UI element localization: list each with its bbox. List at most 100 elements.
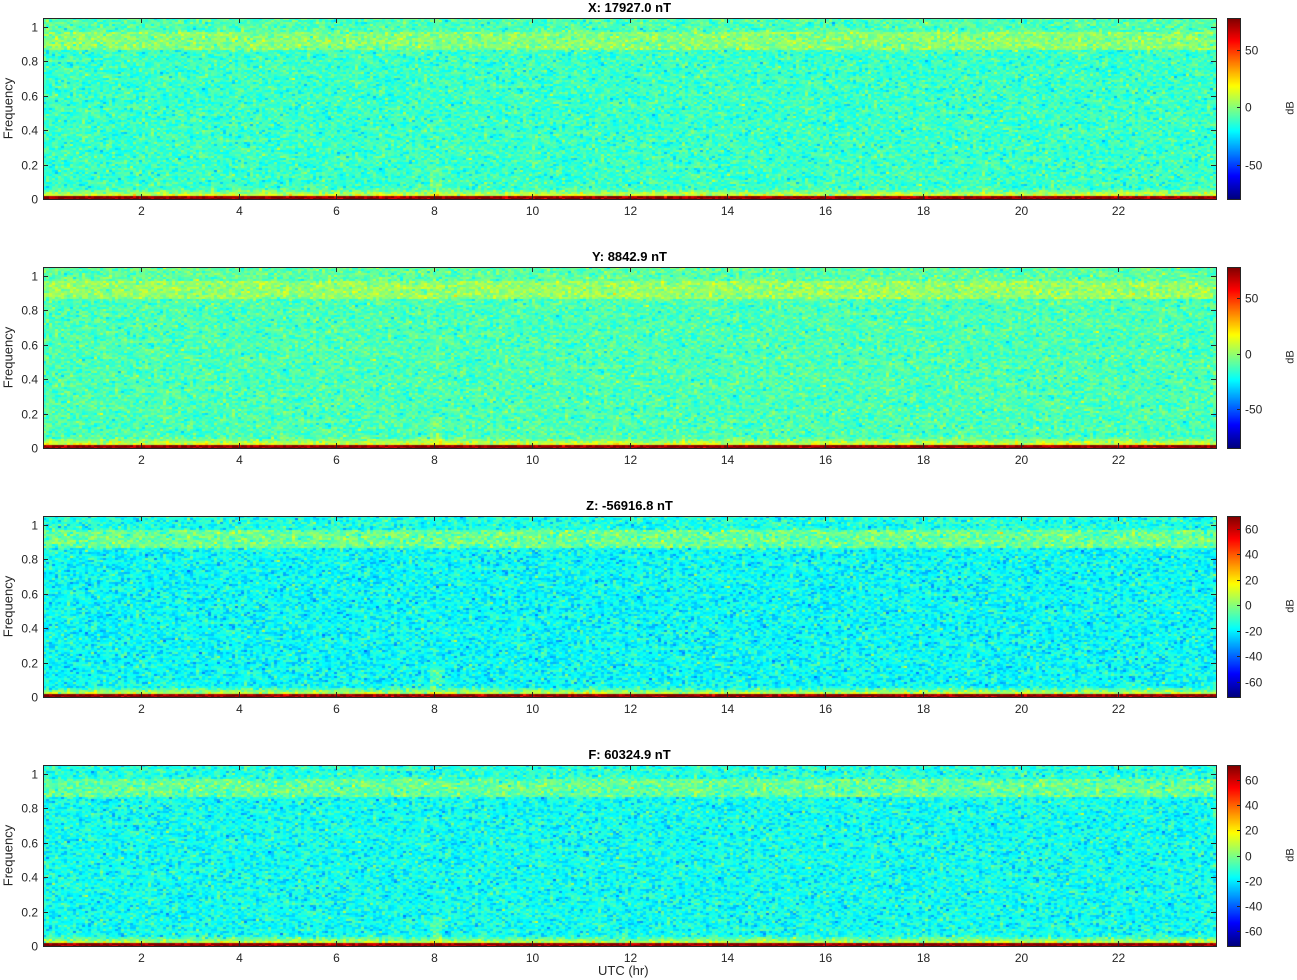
colorbar-label: dB [1284,349,1297,364]
colorbar-tick-label: 0 [1245,850,1252,864]
x-tick-label: 10 [526,951,540,965]
x-tick-label: 20 [1015,702,1029,716]
colorbar-label: dB [1284,100,1297,115]
colorbar-tick-label: -40 [1245,900,1263,914]
x-tick-label: 10 [526,453,540,467]
x-tick-label: 6 [333,204,340,218]
x-tick-label: 14 [721,453,735,467]
y-axis-label: Frequency [0,326,16,388]
colorbar-tick-label: 0 [1245,101,1252,115]
y-tick-label: 0.4 [21,871,38,885]
x-tick-label: 4 [236,702,243,716]
x-tick-label: 18 [917,951,931,965]
colorbar-tick-label: -40 [1245,650,1263,664]
x-tick-label: 8 [431,702,438,716]
y-axis-label: Frequency [0,824,16,886]
y-tick-label: 0.2 [21,657,38,671]
colorbar-tick-label: 50 [1245,292,1259,306]
y-tick-label: 0.8 [21,304,38,318]
y-tick-label: 0 [31,691,38,705]
x-tick-label: 10 [526,702,540,716]
x-tick-label: 22 [1112,453,1126,467]
x-tick-label: 8 [431,453,438,467]
x-tick-label: 18 [917,453,931,467]
colorbar-label: dB [1284,847,1297,862]
x-tick-label: 6 [333,702,340,716]
x-tick-label: 22 [1112,204,1126,218]
x-tick-label: 2 [138,204,145,218]
x-tick-label: 10 [526,204,540,218]
y-tick-label: 1 [31,21,38,35]
y-tick-label: 1 [31,519,38,533]
x-tick-label: 16 [819,453,833,467]
x-tick-label: 12 [624,453,638,467]
y-tick-label: 0.4 [21,373,38,387]
x-tick-label: 14 [721,204,735,218]
x-tick-label: 20 [1015,453,1029,467]
y-tick-label: 0.6 [21,90,38,104]
colorbar-label: dB [1284,598,1297,613]
x-tick-label: 2 [138,453,145,467]
spectrogram-image [43,18,1216,199]
colorbar [1227,516,1240,697]
y-tick-label: 1 [31,768,38,782]
x-tick-label: 20 [1015,951,1029,965]
y-tick-label: 1 [31,270,38,284]
x-tick-label: 8 [431,204,438,218]
x-tick-label: 12 [624,204,638,218]
x-tick-label: 18 [917,204,931,218]
colorbar-tick-label: 20 [1245,574,1259,588]
x-tick-label: 4 [236,951,243,965]
y-tick-label: 0.2 [21,159,38,173]
x-tick-label: 16 [819,702,833,716]
panel-title: Y: 8842.9 nT [592,249,667,264]
x-tick-label: 14 [721,702,735,716]
colorbar-tick-label: 40 [1245,548,1259,562]
colorbar-tick-label: 60 [1245,523,1259,537]
colorbar-tick-label: 0 [1245,599,1252,613]
y-tick-label: 0 [31,193,38,207]
x-tick-label: 16 [819,951,833,965]
y-axis-label: Frequency [0,575,16,637]
colorbar [1227,267,1240,448]
colorbar [1227,765,1240,946]
colorbar-tick-label: -20 [1245,625,1263,639]
x-tick-label: 2 [138,951,145,965]
colorbar-tick-label: -50 [1245,159,1263,173]
y-tick-label: 0 [31,940,38,954]
colorbar-tick-label: 50 [1245,44,1259,58]
y-tick-label: 0.6 [21,837,38,851]
x-tick-label: 4 [236,453,243,467]
y-tick-label: 0.8 [21,553,38,567]
panel-title: F: 60324.9 nT [588,747,671,762]
x-tick-label: 14 [721,951,735,965]
y-tick-label: 0.6 [21,339,38,353]
y-tick-label: 0 [31,442,38,456]
colorbar-tick-label: -60 [1245,676,1263,690]
colorbar-tick-label: 60 [1245,774,1259,788]
x-tick-label: 16 [819,204,833,218]
spectrogram-image [43,765,1216,946]
colorbar-tick-label: 0 [1245,348,1252,362]
colorbar-tick-label: -60 [1245,925,1263,939]
y-axis-label: Frequency [0,77,16,139]
colorbar-tick-label: 20 [1245,824,1259,838]
colorbar [1227,18,1240,199]
panel-title: Z: -56916.8 nT [586,498,673,513]
colorbar-tick-label: -20 [1245,875,1263,889]
y-tick-label: 0.4 [21,622,38,636]
y-tick-label: 0.8 [21,55,38,69]
x-tick-label: 22 [1112,702,1126,716]
y-tick-label: 0.6 [21,588,38,602]
panel-title: X: 17927.0 nT [587,0,672,15]
x-axis-label: UTC (hr) [598,963,649,978]
x-tick-label: 22 [1112,951,1126,965]
colorbar-tick-label: -50 [1245,403,1263,417]
x-tick-label: 6 [333,951,340,965]
y-tick-label: 0.2 [21,906,38,920]
spectrogram-image [43,267,1216,448]
x-tick-label: 2 [138,702,145,716]
y-tick-label: 0.4 [21,124,38,138]
x-tick-label: 4 [236,204,243,218]
x-tick-label: 18 [917,702,931,716]
